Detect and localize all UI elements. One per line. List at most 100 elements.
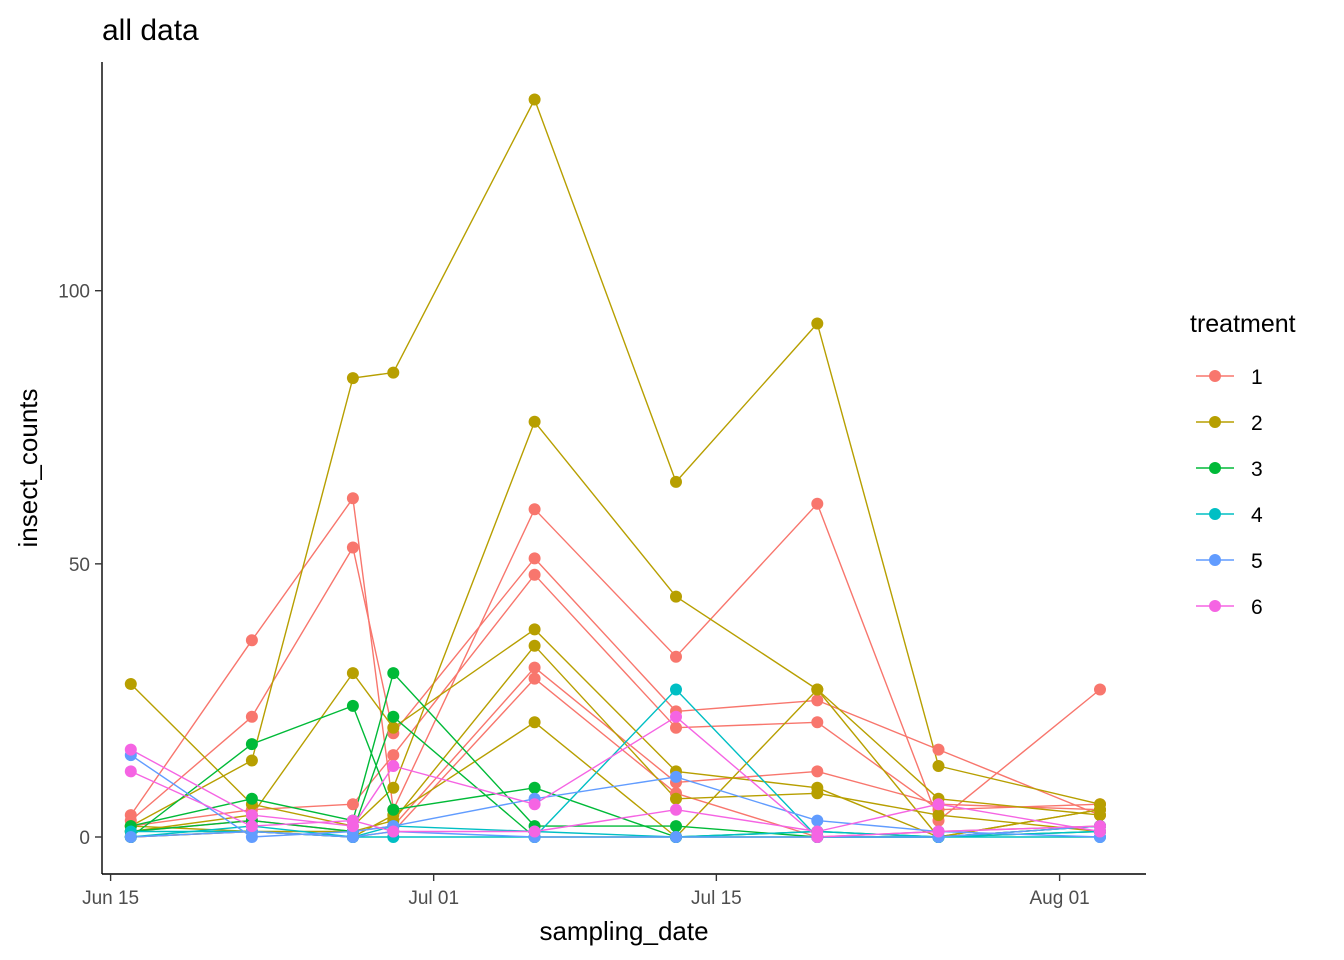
legend-title: treatment [1190, 310, 1296, 338]
legend-item-5: 5 [1196, 550, 1263, 573]
data-point-treatment-6 [346, 814, 359, 827]
data-point-treatment-6 [932, 825, 945, 838]
data-point-treatment-1 [245, 634, 258, 647]
x-tick-label: Jun 15 [82, 888, 139, 909]
data-point-treatment-3 [245, 738, 258, 751]
legend-key-point [1209, 508, 1221, 520]
x-axis-ticks: Jun 15 Jul 01 Jul 15 Aug 01 [82, 874, 1090, 909]
data-point-treatment-2 [811, 787, 824, 800]
series-line-treatment-2 [130, 688, 1101, 838]
data-point-treatment-1 [670, 650, 682, 663]
series-line-treatment-2 [130, 98, 1101, 827]
data-point-treatment-1 [811, 716, 824, 729]
data-point-treatment-1 [245, 710, 258, 723]
data-point-treatment-6 [670, 803, 682, 816]
data-point-treatment-6 [932, 798, 945, 811]
data-point-treatment-1 [346, 492, 359, 505]
legend-key-point [1209, 554, 1221, 566]
data-point-treatment-2 [245, 754, 258, 767]
data-point-treatment-5 [346, 831, 359, 843]
data-point-treatment-5 [811, 814, 824, 827]
data-point-treatment-2 [387, 721, 400, 734]
data-point-treatment-5 [670, 770, 682, 783]
legend-label: 5 [1251, 550, 1263, 573]
data-point-treatment-5 [124, 831, 137, 843]
series-line-treatment-2 [130, 421, 1101, 827]
data-point-treatment-2 [932, 760, 945, 772]
data-point-treatment-3 [346, 699, 359, 712]
data-point-treatment-4 [670, 683, 682, 696]
legend-label: 6 [1251, 596, 1263, 619]
y-tick-label: 100 [58, 282, 90, 303]
data-point-treatment-2 [528, 623, 541, 636]
data-point-treatment-6 [1094, 825, 1106, 838]
legend-key-point [1209, 600, 1221, 612]
series-line-treatment-1 [130, 546, 1101, 822]
data-point-treatment-1 [528, 672, 541, 685]
data-point-treatment-1 [528, 503, 541, 516]
data-point-treatment-2 [670, 792, 682, 805]
data-point-treatment-6 [245, 809, 258, 822]
data-point-treatment-2 [932, 809, 945, 822]
data-point-treatment-3 [387, 803, 400, 816]
legend-label: 3 [1251, 458, 1263, 481]
data-point-treatment-6 [124, 743, 137, 756]
legend-item-1: 1 [1196, 366, 1263, 389]
data-point-treatment-1 [346, 541, 359, 554]
y-tick-label: 0 [79, 828, 90, 849]
data-point-treatment-6 [811, 825, 824, 838]
data-point-treatment-2 [387, 781, 400, 794]
data-point-treatment-1 [528, 568, 541, 581]
data-point-treatment-2 [346, 667, 359, 680]
series-lines [130, 98, 1101, 838]
legend-key-point [1209, 370, 1221, 382]
data-point-treatment-2 [811, 317, 824, 330]
data-point-treatment-2 [387, 366, 400, 379]
series-points [124, 93, 1106, 843]
data-point-treatment-2 [528, 716, 541, 729]
legend-label: 4 [1251, 504, 1263, 527]
y-axis-title: insect_counts [13, 389, 43, 548]
data-point-treatment-3 [528, 781, 541, 794]
legend-item-2: 2 [1196, 412, 1263, 435]
legend-label: 1 [1251, 366, 1263, 389]
legend-item-6: 6 [1196, 596, 1263, 619]
data-point-treatment-2 [346, 372, 359, 385]
series-line-treatment-1 [130, 677, 1101, 838]
data-point-treatment-2 [1094, 803, 1106, 816]
legend-items: 1 2 3 4 5 6 [1196, 366, 1263, 619]
data-point-treatment-1 [528, 552, 541, 565]
data-point-treatment-6 [124, 765, 137, 778]
data-point-treatment-2 [528, 93, 541, 106]
data-point-treatment-1 [528, 661, 541, 674]
chart-title: all data [102, 14, 199, 47]
legend: treatment 1 2 3 4 5 6 [1190, 310, 1296, 619]
series-line-treatment-1 [130, 497, 1101, 822]
data-point-treatment-6 [387, 760, 400, 772]
legend-key-point [1209, 416, 1221, 428]
data-point-treatment-3 [670, 820, 682, 833]
data-point-treatment-1 [811, 765, 824, 778]
data-point-treatment-2 [811, 683, 824, 696]
x-tick-label: Aug 01 [1029, 888, 1089, 909]
data-point-treatment-1 [811, 694, 824, 707]
series-line-treatment-4 [130, 688, 1100, 838]
data-point-treatment-3 [387, 710, 400, 723]
x-tick-label: Jul 01 [408, 888, 459, 909]
data-point-treatment-5 [670, 831, 682, 843]
data-point-treatment-3 [387, 667, 400, 680]
data-point-treatment-2 [670, 590, 682, 603]
x-axis-title: sampling_date [539, 916, 708, 946]
data-point-treatment-1 [811, 497, 824, 510]
data-point-treatment-1 [387, 749, 400, 762]
data-point-treatment-1 [932, 743, 945, 756]
y-tick-label: 50 [69, 555, 90, 576]
data-point-treatment-2 [528, 639, 541, 652]
data-point-treatment-6 [528, 825, 541, 838]
data-point-treatment-1 [346, 798, 359, 811]
data-point-treatment-6 [387, 825, 400, 838]
data-point-treatment-2 [670, 475, 682, 488]
data-point-treatment-1 [670, 721, 682, 734]
data-point-treatment-3 [245, 792, 258, 805]
